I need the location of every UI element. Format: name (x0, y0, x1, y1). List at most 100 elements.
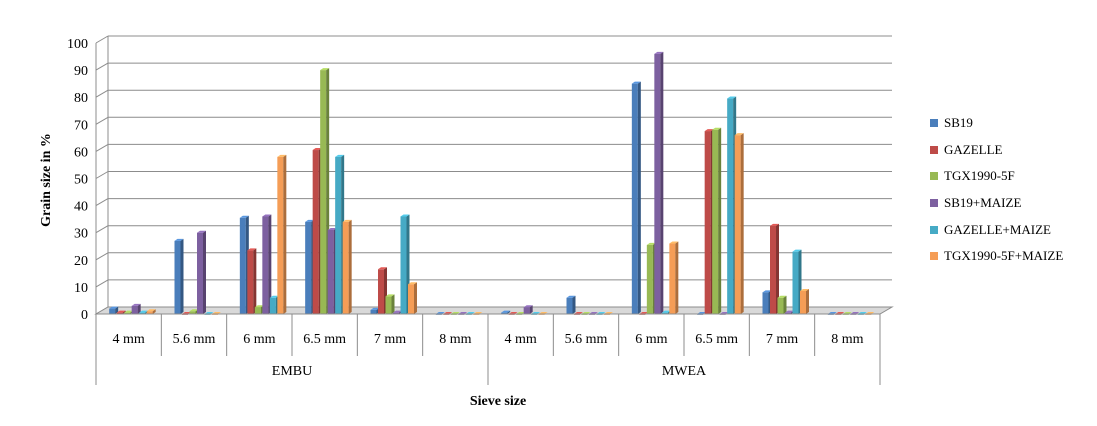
legend-label: SB19+MAIZE (944, 195, 1022, 211)
bar-front (654, 53, 661, 315)
bar-side (660, 51, 664, 315)
bar (262, 214, 272, 314)
legend-label: TGX1990-5F+MAIZE (944, 248, 1064, 264)
bar-front (109, 308, 116, 314)
bar-top (800, 288, 809, 291)
y-tick-label: 60 (74, 145, 88, 160)
bar-top (131, 303, 141, 306)
bar (146, 309, 156, 314)
x-tick-label: 7 mm (374, 332, 406, 347)
bar-front (631, 83, 638, 315)
legend-swatch (930, 252, 938, 261)
bar-side (675, 241, 679, 314)
bar-side (268, 214, 272, 314)
bar (277, 154, 287, 314)
bar (734, 133, 744, 314)
legend-item: TGX1990-5F+MAIZE (930, 243, 1095, 270)
bar-front (777, 297, 784, 314)
bar-front (704, 131, 711, 314)
legend-swatch (930, 172, 938, 181)
bar-top (320, 68, 330, 71)
bar-front (792, 251, 799, 314)
bar-front (566, 297, 573, 314)
bar-front (800, 290, 806, 314)
bar-front (269, 297, 276, 314)
bar-top (335, 154, 345, 157)
bar-front (131, 305, 138, 314)
gridline-side (95, 143, 109, 152)
gridline-side (95, 62, 109, 71)
bar-front (385, 296, 392, 314)
legend-item: TGX1990-5F (930, 163, 1095, 190)
y-tick-label: 50 (74, 173, 88, 188)
x-tick-label: 7 mm (766, 332, 798, 347)
legend-item: GAZELLE+MAIZE (930, 216, 1095, 243)
bar-front (501, 312, 508, 314)
legend-label: GAZELLE+MAIZE (944, 221, 1051, 237)
gridline-side (95, 116, 109, 125)
legend: SB19 GAZELLE TGX1990-5F SB19+MAIZE GAZELLE+M… (930, 110, 1095, 270)
bar-top (501, 310, 511, 313)
bar-side (637, 81, 641, 315)
bar-front (378, 269, 384, 314)
bar (654, 51, 664, 315)
x-tick-label: 4 mm (505, 332, 537, 347)
bar-front (770, 225, 776, 314)
bar-front (408, 284, 414, 314)
legend-label: GAZELLE (944, 141, 1003, 157)
bar-top (139, 310, 149, 313)
gridline-side (95, 198, 109, 207)
bar-front (197, 232, 203, 314)
bar-front (239, 217, 246, 314)
bar-side (253, 248, 257, 314)
bar-top (254, 305, 264, 308)
bar-top (327, 227, 337, 230)
bar-side (137, 303, 141, 314)
bar-top (262, 214, 272, 217)
y-tick-label: 30 (74, 227, 88, 242)
bar-side (391, 294, 395, 314)
bar (777, 295, 787, 314)
y-tick-label: 90 (74, 64, 88, 79)
legend-item: SB19 (930, 110, 1095, 137)
bar-top (712, 127, 722, 130)
bar-top (762, 290, 772, 293)
x-group-label: MWEA (662, 364, 707, 379)
gridline-side (95, 225, 109, 234)
bar-front (712, 129, 719, 314)
bar-front (762, 292, 769, 314)
bar-front (335, 156, 342, 314)
bar (800, 288, 809, 314)
y-tick-label: 40 (74, 200, 88, 215)
bar-front (327, 229, 334, 314)
legend-item: SB19+MAIZE (930, 190, 1095, 217)
bar-top (792, 249, 802, 252)
bar-side (718, 127, 722, 314)
bar-top (116, 310, 126, 313)
bar-front (393, 312, 399, 314)
bar-top (378, 267, 387, 270)
bar-side (783, 295, 787, 314)
bar (408, 282, 417, 314)
gridline-side (95, 252, 109, 261)
bar-top (393, 310, 402, 313)
bar (631, 81, 641, 315)
legend-swatch (930, 119, 938, 128)
bar-side (572, 295, 576, 314)
bar-top (247, 248, 257, 251)
bar-front (646, 244, 653, 314)
bar-front (734, 135, 741, 314)
bar-front (312, 150, 319, 314)
bar-top (734, 133, 744, 136)
bar-top (370, 307, 380, 310)
bar-front (669, 243, 676, 314)
x-tick-label: 8 mm (831, 332, 863, 347)
x-axis-label: Sieve size (470, 394, 526, 409)
y-axis-label: Grain size in % (39, 133, 54, 227)
bar-front (305, 221, 312, 314)
legend-swatch (930, 225, 938, 234)
bar-top (109, 306, 119, 309)
bar-side (740, 133, 744, 314)
bar-top (777, 295, 787, 298)
